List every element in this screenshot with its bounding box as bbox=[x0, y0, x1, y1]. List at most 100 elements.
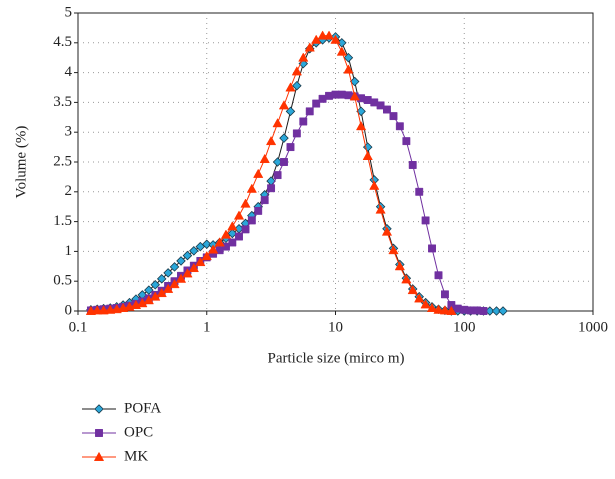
legend-marker bbox=[93, 451, 105, 461]
marker bbox=[92, 305, 103, 315]
marker bbox=[273, 171, 282, 180]
marker bbox=[292, 80, 302, 91]
marker bbox=[169, 278, 180, 289]
y-tick-label: 3.5 bbox=[53, 94, 72, 110]
marker bbox=[349, 76, 360, 87]
marker bbox=[285, 106, 296, 117]
marker bbox=[426, 302, 438, 312]
marker bbox=[349, 91, 360, 101]
marker bbox=[98, 305, 109, 315]
marker bbox=[286, 143, 295, 152]
marker bbox=[323, 30, 335, 40]
y-axis-label: Volume (%) bbox=[13, 126, 29, 199]
marker bbox=[491, 306, 502, 316]
marker bbox=[434, 271, 443, 280]
marker bbox=[233, 210, 245, 220]
marker bbox=[402, 137, 411, 146]
x-tick-label: 100 bbox=[453, 319, 476, 335]
marker bbox=[189, 246, 199, 256]
x-tick-label: 1 bbox=[203, 319, 211, 335]
marker bbox=[407, 284, 418, 295]
marker bbox=[246, 183, 257, 193]
y-tick-label: 2.5 bbox=[53, 153, 72, 169]
marker bbox=[278, 100, 290, 110]
y-tick-label: 5 bbox=[65, 4, 73, 20]
marker bbox=[305, 107, 314, 116]
legend-marker bbox=[95, 429, 103, 437]
marker bbox=[479, 307, 488, 315]
marker bbox=[337, 90, 346, 99]
marker bbox=[176, 256, 186, 266]
marker bbox=[201, 239, 212, 250]
y-tick-label: 2 bbox=[65, 183, 73, 199]
marker bbox=[318, 94, 327, 103]
marker bbox=[156, 274, 167, 284]
marker bbox=[227, 221, 238, 231]
marker bbox=[279, 133, 289, 143]
marker bbox=[214, 237, 225, 247]
x-tick-label: 1000 bbox=[578, 319, 608, 335]
marker bbox=[285, 82, 296, 92]
plot-frame bbox=[77, 12, 594, 312]
marker bbox=[415, 187, 424, 196]
marker bbox=[182, 250, 193, 261]
marker bbox=[291, 66, 302, 76]
marker bbox=[362, 150, 373, 160]
marker bbox=[356, 106, 366, 117]
marker bbox=[408, 161, 417, 169]
marker bbox=[150, 280, 161, 290]
y-tick-label: 4 bbox=[65, 64, 73, 80]
marker bbox=[163, 268, 173, 278]
marker bbox=[433, 304, 444, 314]
marker bbox=[175, 273, 187, 283]
marker bbox=[440, 290, 449, 299]
marker bbox=[240, 198, 251, 208]
marker bbox=[383, 105, 391, 114]
x-axis-label: Particle size (mirco m) bbox=[267, 350, 404, 366]
marker bbox=[254, 206, 263, 215]
marker bbox=[228, 238, 237, 247]
marker bbox=[375, 204, 386, 214]
marker bbox=[439, 305, 451, 315]
marker bbox=[466, 306, 475, 315]
marker bbox=[259, 153, 270, 163]
marker bbox=[428, 244, 436, 253]
marker bbox=[207, 244, 219, 254]
marker bbox=[317, 30, 328, 40]
marker bbox=[235, 232, 243, 241]
marker bbox=[195, 256, 206, 267]
y-tick-label: 4.5 bbox=[53, 34, 72, 50]
marker bbox=[267, 184, 276, 193]
marker bbox=[355, 121, 367, 131]
marker bbox=[414, 293, 425, 303]
marker bbox=[420, 299, 431, 309]
marker bbox=[498, 306, 508, 316]
marker bbox=[394, 261, 405, 271]
marker bbox=[292, 129, 301, 138]
series-line bbox=[90, 36, 504, 312]
y-tick-label: 0.5 bbox=[53, 273, 72, 289]
marker bbox=[388, 244, 399, 255]
marker bbox=[280, 158, 288, 166]
y-tick-label: 0 bbox=[65, 302, 73, 318]
marker bbox=[222, 242, 230, 251]
marker bbox=[220, 229, 232, 239]
legend-label: OPC bbox=[124, 424, 153, 440]
marker bbox=[312, 99, 321, 108]
marker bbox=[272, 118, 283, 128]
marker bbox=[381, 226, 393, 236]
legend-label: POFA bbox=[124, 400, 161, 416]
marker bbox=[343, 64, 354, 74]
marker bbox=[299, 117, 308, 126]
marker bbox=[265, 135, 277, 146]
marker bbox=[144, 285, 154, 295]
marker bbox=[401, 274, 412, 284]
marker bbox=[162, 283, 174, 293]
marker bbox=[446, 305, 457, 315]
marker bbox=[105, 304, 116, 314]
x-tick-label: 0.1 bbox=[69, 319, 88, 335]
series-line bbox=[90, 94, 484, 312]
marker bbox=[260, 196, 269, 205]
marker bbox=[336, 46, 347, 56]
